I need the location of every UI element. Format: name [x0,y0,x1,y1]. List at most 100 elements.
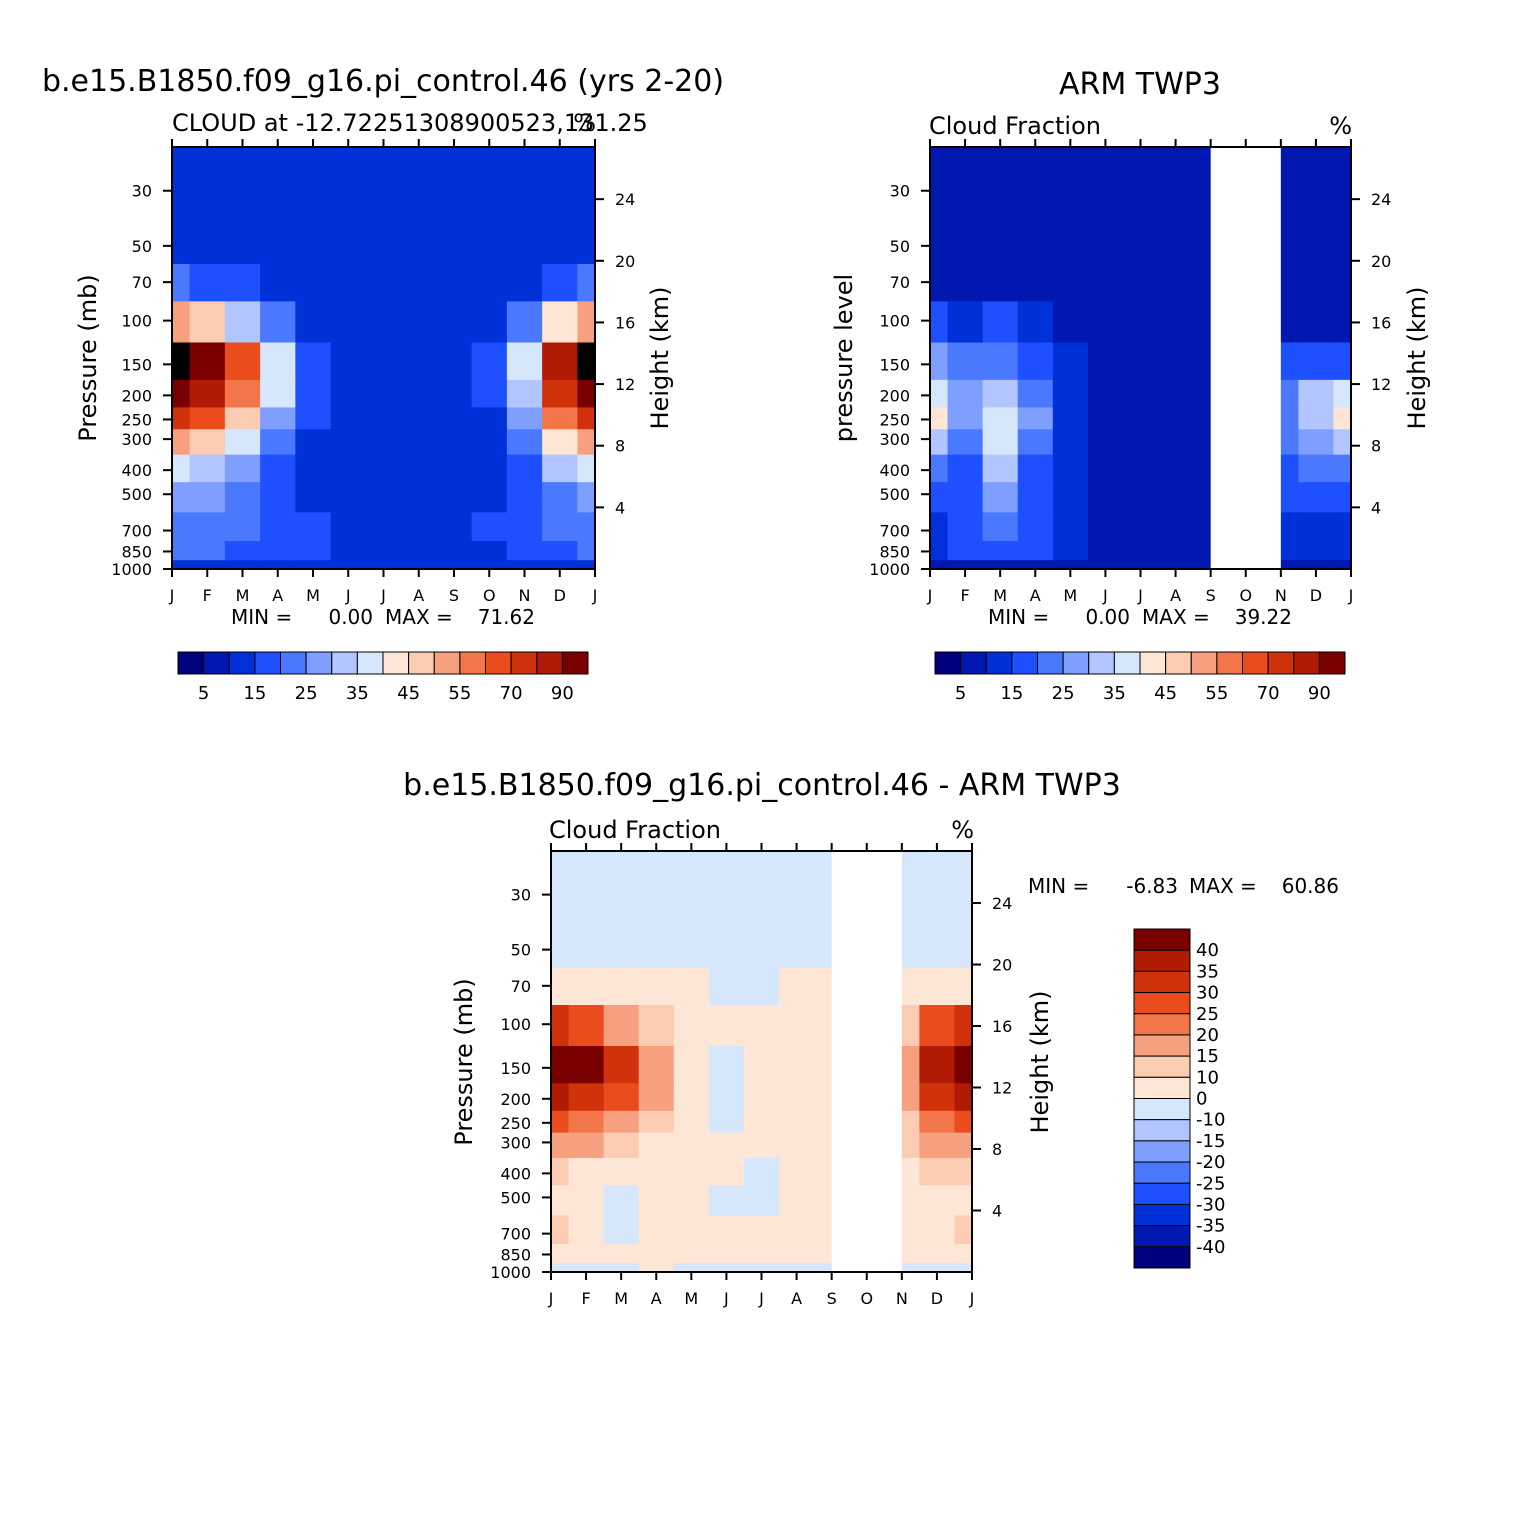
heatmap-cell [1122,342,1159,381]
heatmap-cell [919,1244,956,1264]
heatmap-cell [172,560,191,570]
heatmap-cell [330,147,367,219]
heatmap-cell [551,1244,570,1264]
heatmap-cell [189,379,226,409]
y2-tick-label: 12 [992,1079,1012,1098]
x-tick-label: M [993,586,1007,605]
heatmap-cell [551,922,570,969]
heatmap-cell [1017,429,1054,456]
heatmap-cell [708,1132,745,1159]
heatmap-cell [542,342,578,381]
heatmap-cell [1087,263,1124,302]
heatmap-cell [506,407,543,430]
heatmap-cell [568,1110,605,1134]
heatmap-cell [1087,342,1124,381]
heatmap-cell [542,482,578,513]
heatmap-cell [708,1110,745,1134]
heatmap-cell [260,540,296,561]
heatmap-cell [779,1083,815,1112]
heatmap-cell [638,1244,675,1264]
heatmap-cell [930,147,949,219]
heatmap-cell [577,407,596,430]
heatmap-cell [743,1157,780,1186]
x-tick-label: J [592,586,598,605]
heatmap-cell [1017,301,1054,344]
heatmap-cell [542,429,578,456]
y2-tick-label: 12 [1371,375,1391,394]
heatmap-cell [638,1263,675,1273]
heatmap-cell [1158,429,1194,456]
heatmap-cell [1333,540,1352,561]
y-tick-label: 50 [132,237,152,256]
colorbar-label: 35 [1196,961,1219,982]
heatmap-cell [260,301,296,344]
heatmap-cell [1052,407,1089,430]
heatmap-cell [568,1215,605,1245]
heatmap-cell [1122,147,1159,219]
heatmap-cell [330,454,367,483]
heatmap-cell [638,851,675,923]
heatmap-cell [506,454,543,483]
heatmap-cell [603,1132,640,1159]
y2-tick-label: 24 [992,894,1012,913]
heatmap-cell [603,1185,640,1217]
y2-tick-label: 8 [615,437,625,456]
colorbar-swatch [1088,651,1115,675]
heatmap-cell [330,301,367,344]
y2-tick-label: 20 [992,956,1012,975]
heatmap-cell [189,540,226,561]
heatmap-cell [568,967,605,1006]
heatmap-cell [1333,379,1352,409]
heatmap-cell [542,379,578,409]
missing-data-band [831,851,902,1272]
heatmap-cell [1087,482,1124,513]
heatmap-cell [436,301,473,344]
heatmap-cell [295,454,332,483]
heatmap-cell [779,1157,815,1186]
x-tick-label: N [1275,586,1287,605]
heatmap-cell [224,407,261,430]
heatmap-cell [1087,540,1124,561]
heatmap-cell [919,1157,956,1186]
heatmap-cell [365,301,402,344]
heatmap-cell [471,407,508,430]
heatmap-cell [401,263,437,302]
y-tick-label: 400 [500,1164,531,1183]
heatmap-cell [224,429,261,456]
heatmap-cell [577,454,596,483]
heatmap-cell [1333,560,1352,570]
heatmap-cell [743,1263,780,1273]
heatmap-cell [982,512,1019,542]
y-tick-label: 1000 [111,560,152,579]
heatmap-cell [471,379,508,409]
heatmap-cell [260,454,296,483]
heatmap-cell [1017,560,1054,570]
heatmap-cell [172,301,191,344]
heatmap-cell [673,1157,710,1186]
heatmap-cell [603,1083,640,1112]
x-tick-label: J [169,586,175,605]
heatmap-cell [365,407,402,430]
heatmap-cell [172,512,191,542]
heatmap-cell [1122,429,1159,456]
heatmap-cell [1017,218,1054,265]
panel-obs-cells [930,147,1352,570]
heatmap-cell [1017,540,1054,561]
heatmap-cell [295,512,332,542]
heatmap-cell [673,1185,710,1217]
heatmap-cell [577,512,596,542]
y-tick-label: 400 [879,461,910,480]
heatmap-cell [189,560,226,570]
colorbar-swatch [1133,1140,1191,1163]
heatmap-cell [189,429,226,456]
x-tick-label: J [380,586,386,605]
panel-obs-max-value: 39.22 [1235,605,1292,629]
heatmap-cell [930,301,949,344]
x-tick-label: J [1102,586,1108,605]
heatmap-cell [260,407,296,430]
heatmap-cell [542,512,578,542]
heatmap-cell [947,540,984,561]
x-tick-label: F [581,1289,590,1308]
heatmap-cell [330,482,367,513]
heatmap-cell [260,218,296,265]
